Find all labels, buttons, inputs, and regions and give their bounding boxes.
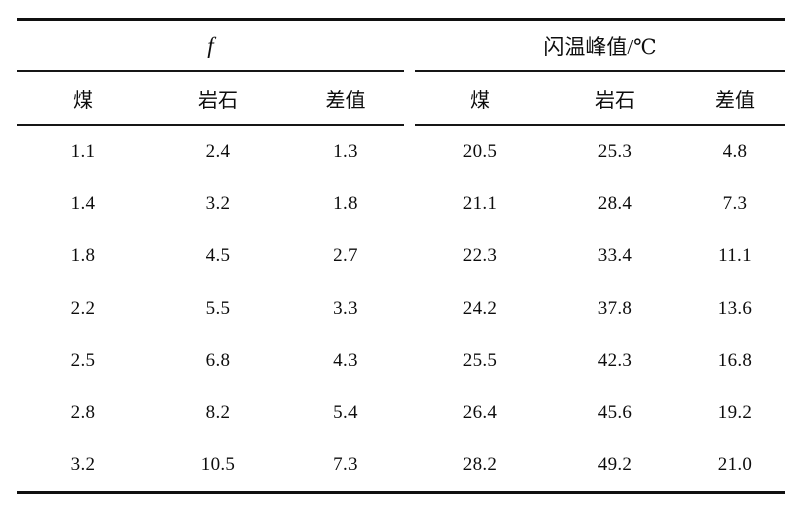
column-header-coal-temp: 煤 (470, 89, 490, 112)
table-cell: 3.2 (70, 454, 96, 476)
table-cell: 26.4 (462, 402, 498, 424)
table-cell: 21.0 (717, 454, 753, 476)
table-cell: 1.8 (333, 193, 358, 215)
table-cell: 4.3 (333, 349, 358, 371)
table-cell: 7.3 (333, 454, 358, 476)
table-cell: 4.8 (722, 141, 748, 163)
column-header-rock-temp: 岩石 (595, 89, 635, 112)
table-cell: 2.4 (205, 141, 231, 163)
table-row: 2.8 8.2 5.4 26.4 45.6 19.2 (17, 387, 785, 439)
table-cell: 6.8 (205, 349, 231, 371)
table-cell: 24.2 (462, 297, 498, 319)
table-cell: 49.2 (597, 454, 633, 476)
table-cell: 1.8 (70, 245, 96, 267)
table-cell: 20.5 (462, 141, 498, 163)
table-row: 2.2 5.5 3.3 24.2 37.8 13.6 (17, 283, 785, 335)
table-cell: 2.2 (70, 297, 96, 319)
table-row: 1.8 4.5 2.7 22.3 33.4 11.1 (17, 230, 785, 282)
table-cell: 28.2 (462, 454, 498, 476)
table-cell: 42.3 (597, 349, 633, 371)
table-cell: 1.4 (70, 193, 96, 215)
rule-segment-right (415, 70, 785, 72)
table-cell: 16.8 (717, 349, 753, 371)
table-cell: 37.8 (597, 297, 633, 319)
column-header-row: 煤 岩石 差值 煤 岩石 差值 (17, 72, 785, 124)
table-cell: 2.5 (70, 349, 96, 371)
table-cell: 21.1 (462, 193, 498, 215)
table-cell: 5.4 (333, 402, 358, 424)
table-cell: 10.5 (200, 454, 236, 476)
table-row: 3.2 10.5 7.3 28.2 49.2 21.0 (17, 439, 785, 491)
rule-segment-left (17, 124, 404, 126)
table-cell: 2.7 (333, 245, 358, 267)
table-cell: 3.2 (205, 193, 231, 215)
table-cell: 28.4 (597, 193, 633, 215)
table-cell: 19.2 (717, 402, 753, 424)
column-header-diff-f: 差值 (325, 89, 366, 112)
rule-segment-right (415, 124, 785, 126)
column-header-diff-temp: 差值 (715, 89, 755, 112)
table-cell: 13.6 (717, 297, 753, 319)
data-table: f 闪温峰值/℃ 煤 岩石 差值 煤 岩石 差值 1.1 2.4 1.3 20.… (17, 18, 785, 495)
table-cell: 2.8 (70, 402, 96, 424)
table-cell: 5.5 (205, 297, 231, 319)
table-cell: 3.3 (333, 297, 358, 319)
table-cell: 4.5 (205, 245, 231, 267)
table-row: 2.5 6.8 4.3 25.5 42.3 16.8 (17, 335, 785, 387)
table-cell: 45.6 (597, 402, 633, 424)
table-cell: 1.3 (333, 141, 358, 163)
table-bottom-border (17, 491, 785, 495)
table-cell: 11.1 (718, 245, 752, 267)
table-cell: 7.3 (722, 193, 748, 215)
table-cell: 8.2 (205, 402, 231, 424)
column-header-rock-f: 岩石 (198, 89, 238, 112)
table-cell: 33.4 (597, 245, 633, 267)
group-header-flash-temp: 闪温峰值/℃ (543, 34, 657, 59)
table-row: 1.1 2.4 1.3 20.5 25.3 4.8 (17, 126, 785, 178)
group-header-underline (17, 70, 785, 72)
table-cell: 1.1 (70, 141, 96, 163)
column-header-underline (17, 124, 785, 126)
table-top-border (17, 18, 785, 21)
table-row: 1.4 3.2 1.8 21.1 28.4 7.3 (17, 178, 785, 230)
table-cell: 22.3 (462, 245, 498, 267)
column-header-coal-f: 煤 (73, 89, 93, 112)
group-header-row: f 闪温峰值/℃ (17, 21, 785, 70)
rule-segment-left (17, 70, 404, 72)
table-cell: 25.3 (597, 141, 633, 163)
table-cell: 25.5 (462, 349, 498, 371)
group-header-f: f (207, 32, 214, 58)
